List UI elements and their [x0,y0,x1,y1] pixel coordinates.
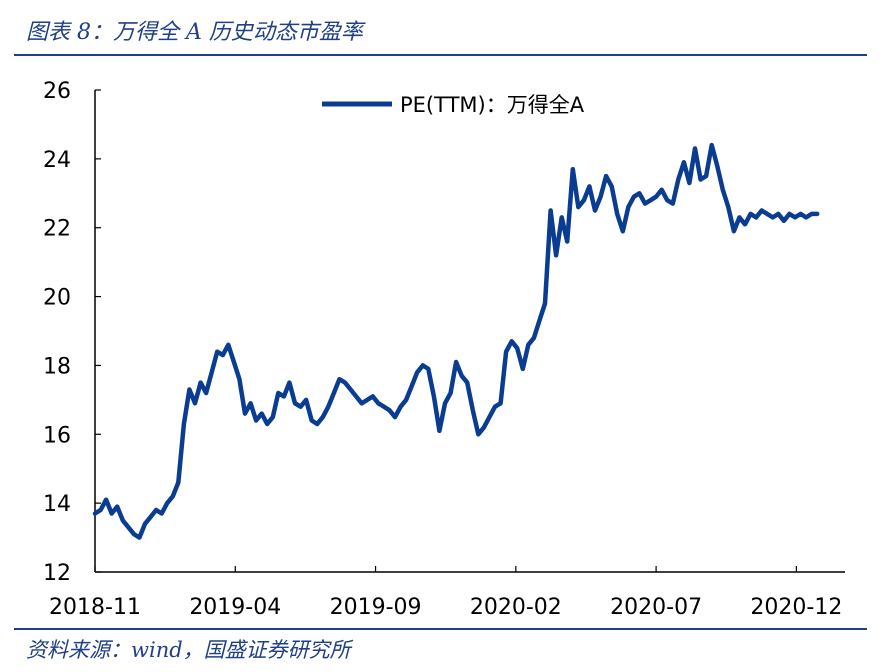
y-tick-label: 24 [43,148,71,173]
figure-title: 图表 8：万得全 A 历史动态市盈率 [26,20,363,45]
x-tick-label: 2020-02 [470,595,562,620]
y-tick-label: 26 [43,79,71,104]
chart-series [92,142,820,540]
source-note: 资料来源：wind，国盛证券研究所 [26,638,351,662]
series-line [92,142,820,540]
chart-axes [94,90,845,573]
chart-legend: PE(TTM)：万得全A [322,93,585,117]
y-tick-label: 12 [43,561,71,586]
title-rule [14,54,867,56]
y-tick-label: 14 [43,492,71,517]
x-tick-label: 2019-04 [189,595,281,620]
legend-label: PE(TTM)：万得全A [400,93,585,117]
x-axis-ticks: 2018-11 2019-04 2019-09 2020-02 2020-07 2020-… [49,566,842,620]
y-tick-label: 16 [43,423,71,448]
x-tick-label: 2019-09 [330,595,422,620]
y-tick-label: 18 [43,354,71,379]
y-axis-ticks: 12 14 16 18 20 22 24 26 [43,79,101,586]
source-rule [14,628,867,630]
y-tick-label: 22 [43,217,71,242]
x-tick-label: 2020-07 [610,595,702,620]
x-tick-label: 2018-11 [49,595,141,620]
x-tick-label: 2020-12 [750,595,842,620]
y-tick-label: 20 [43,286,71,311]
